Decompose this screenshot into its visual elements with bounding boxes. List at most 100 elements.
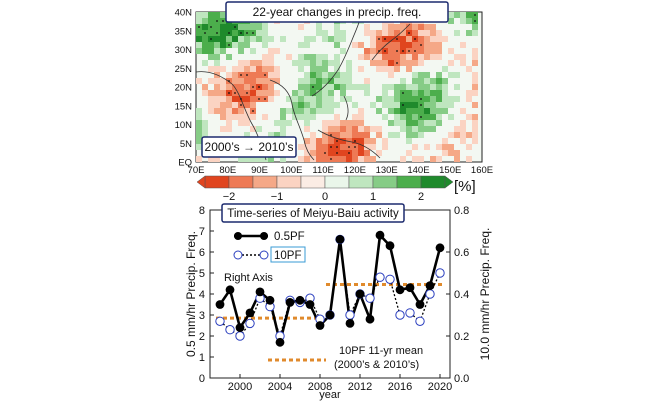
map-cell: [244, 114, 250, 120]
map-cell: [436, 108, 442, 114]
map-cell: [424, 42, 430, 48]
significance-dot: [240, 32, 242, 34]
map-cell: [262, 30, 268, 36]
map-cell: [460, 54, 466, 60]
map-cell: [382, 138, 388, 144]
map-cell: [364, 126, 370, 132]
map-cell: [328, 138, 334, 144]
map-cell: [328, 96, 334, 102]
map-cell: [430, 114, 436, 120]
colorbar-segment: [252, 175, 278, 189]
map-cell: [298, 24, 304, 30]
map-cell: [310, 60, 316, 66]
map-cell: [256, 36, 262, 42]
map-cell: [292, 114, 298, 120]
map-cell: [466, 114, 472, 120]
significance-dot: [336, 146, 338, 148]
map-cell: [298, 54, 304, 60]
map-cell: [430, 156, 436, 162]
map-cell: [214, 96, 220, 102]
map-cell: [442, 36, 448, 42]
map-cell: [274, 72, 280, 78]
map-cell: [448, 132, 454, 138]
map-cell: [346, 132, 352, 138]
map-cell: [442, 102, 448, 108]
map-cell: [370, 138, 376, 144]
map-cell: [334, 132, 340, 138]
map-cell: [406, 54, 412, 60]
map-cell: [262, 36, 268, 42]
map-cell: [388, 60, 394, 66]
map-cell: [322, 156, 328, 162]
map-cell: [304, 114, 310, 120]
map-cell: [334, 36, 340, 42]
map-cell: [406, 60, 412, 66]
left-tick-label: 7: [199, 226, 205, 238]
map-cell: [256, 66, 262, 72]
series-10pf-point: [235, 331, 245, 341]
map-cell: [466, 90, 472, 96]
significance-dot: [330, 158, 332, 160]
map-cell: [250, 102, 256, 108]
significance-dot: [354, 140, 356, 142]
map-cell: [334, 126, 340, 132]
map-cell: [352, 132, 358, 138]
map-cell: [352, 126, 358, 132]
map-cell: [352, 42, 358, 48]
legend-box-10pf: [270, 246, 306, 263]
map-cell: [472, 24, 478, 30]
series-05pf-point: [235, 323, 245, 332]
significance-dot: [210, 26, 212, 28]
series-10pf-point: [375, 272, 385, 282]
map-cell: [412, 114, 418, 120]
map-cell: [322, 96, 328, 102]
map-cell: [382, 30, 388, 36]
map-cell: [400, 84, 406, 90]
map-cell: [310, 90, 316, 96]
significance-dot: [420, 98, 422, 100]
map-cell: [448, 12, 454, 18]
map-cell: [220, 36, 226, 42]
map-cell: [448, 144, 454, 150]
significance-dot: [258, 86, 260, 88]
map-cell: [430, 120, 436, 126]
map-cell: [298, 78, 304, 84]
significance-dot: [252, 32, 254, 34]
map-cell: [424, 48, 430, 54]
map-cell: [472, 54, 478, 60]
map-cell: [286, 96, 292, 102]
map-cell: [244, 42, 250, 48]
map-cell: [358, 42, 364, 48]
series-05pf-point: [415, 300, 425, 309]
map-cell: [280, 120, 286, 126]
map-cell: [274, 120, 280, 126]
map-cell: [424, 78, 430, 84]
map-cell: [370, 156, 376, 162]
indochina-coast: [269, 79, 315, 161]
map-cell: [340, 120, 346, 126]
map-cell: [430, 36, 436, 42]
map-cell: [208, 66, 214, 72]
map-cell: [394, 96, 400, 102]
map-cell: [394, 108, 400, 114]
map-cell: [466, 18, 472, 24]
map-cell: [436, 78, 442, 84]
map-cell: [448, 102, 454, 108]
map-cell: [274, 66, 280, 72]
left-tick-label: 0: [199, 373, 205, 385]
colorbar-segment: [276, 175, 302, 189]
map-cell: [208, 78, 214, 84]
left-tick-label: 4: [199, 289, 205, 301]
map-cell: [460, 108, 466, 114]
map-cell: [364, 132, 370, 138]
series-05pf-point: [405, 283, 415, 293]
map-cell: [448, 96, 454, 102]
map-cell: [310, 144, 316, 150]
map-cell: [376, 60, 382, 66]
map-cell: [394, 66, 400, 72]
map-cell: [256, 78, 262, 84]
map-cell: [310, 150, 316, 156]
map-cell: [268, 84, 274, 90]
map-cell: [412, 144, 418, 150]
map-cell: [196, 120, 202, 126]
